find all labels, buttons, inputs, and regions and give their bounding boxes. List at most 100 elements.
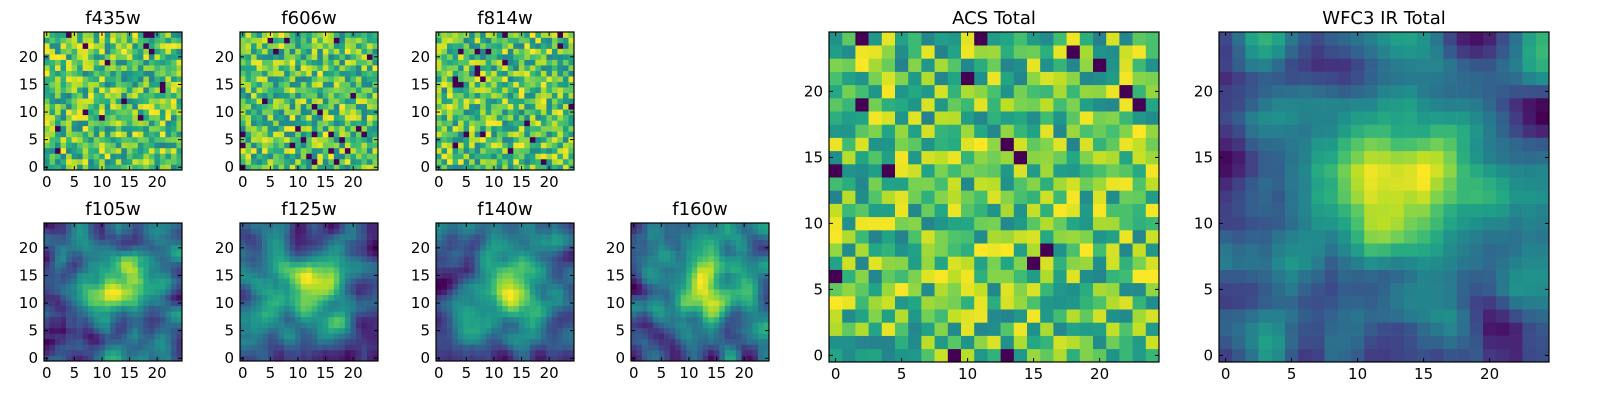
heatmap-cell <box>436 305 442 312</box>
heatmap-cell <box>251 131 257 138</box>
heatmap-cell <box>317 114 324 121</box>
heatmap-cell <box>306 164 313 171</box>
heatmap-cell <box>1027 164 1041 178</box>
heatmap-cell <box>447 228 453 235</box>
heatmap-cell <box>653 333 659 340</box>
heatmap-cell <box>653 349 659 356</box>
heatmap-cell <box>361 43 368 49</box>
heatmap-cell <box>306 92 313 99</box>
heatmap-cell <box>691 338 698 345</box>
heatmap-cell <box>546 48 553 55</box>
heatmap-cell <box>647 283 654 290</box>
heatmap-cell <box>518 103 525 110</box>
heatmap-cell <box>284 59 290 66</box>
heatmap-cell <box>562 37 569 44</box>
heatmap-cell <box>159 234 166 240</box>
heatmap-cell <box>502 223 509 229</box>
heatmap-cell <box>908 230 922 244</box>
heatmap-cell <box>631 305 637 312</box>
heatmap-cell <box>513 305 520 312</box>
heatmap-cell <box>289 142 296 149</box>
heatmap-cell <box>262 92 268 99</box>
heatmap-cell <box>895 164 909 178</box>
heatmap-cell <box>372 311 379 318</box>
heatmap-cell <box>132 250 139 257</box>
heatmap-cell <box>691 322 698 329</box>
heatmap-cell <box>474 109 481 116</box>
heatmap-cell <box>300 131 307 138</box>
heatmap-cell <box>165 98 172 105</box>
heatmap-cell <box>513 322 520 329</box>
heatmap-cell <box>60 349 67 356</box>
heatmap-cell <box>496 300 503 307</box>
heatmap-cell <box>132 300 139 307</box>
heatmap-cell <box>251 349 257 356</box>
heatmap-cell <box>458 239 464 246</box>
heatmap-cell <box>170 147 177 154</box>
heatmap-cell <box>328 272 335 279</box>
heatmap-cell <box>507 344 514 351</box>
heatmap-cell <box>77 355 83 362</box>
heatmap-cell <box>474 153 481 160</box>
heatmap-cell <box>1013 322 1028 336</box>
heatmap-cell <box>355 158 362 165</box>
heatmap-cell <box>344 333 351 340</box>
heatmap-cell <box>947 335 962 350</box>
heatmap-cell <box>452 344 459 351</box>
heatmap-cell <box>284 37 290 44</box>
heatmap-cell <box>251 316 257 323</box>
heatmap-cell <box>99 239 106 246</box>
heatmap-cell <box>240 349 246 356</box>
heatmap-cell <box>82 114 89 121</box>
heatmap-cell <box>245 65 252 71</box>
heatmap-cell <box>262 283 268 290</box>
heatmap-cell <box>947 282 962 297</box>
heatmap-cell <box>463 109 470 116</box>
heatmap-cell <box>55 355 61 362</box>
heatmap-cell <box>947 243 962 257</box>
heatmap-cell <box>868 177 883 191</box>
heatmap-cell <box>436 59 442 66</box>
heatmap-cell <box>306 32 313 38</box>
heatmap-cell <box>165 136 172 143</box>
heatmap-cell <box>251 239 257 246</box>
heatmap-cell <box>267 136 274 143</box>
heatmap-cell <box>474 70 481 77</box>
heatmap-cell <box>339 250 346 257</box>
heatmap-cell <box>691 272 698 279</box>
heatmap-cell <box>132 103 139 110</box>
heatmap-cell <box>524 65 531 71</box>
heatmap-cell <box>328 267 335 273</box>
heatmap-cell <box>289 87 296 94</box>
heatmap-cell <box>631 289 637 296</box>
heatmap-cell <box>328 70 335 77</box>
heatmap-cell <box>675 311 681 318</box>
heatmap-cell <box>322 136 329 143</box>
heatmap-cell <box>306 294 313 301</box>
heatmap-cell <box>697 333 704 340</box>
heatmap-cell <box>240 76 246 82</box>
heatmap-cell <box>653 305 659 312</box>
heatmap-cell <box>842 282 856 297</box>
heatmap-cell <box>99 87 106 94</box>
heatmap-cell <box>339 300 346 307</box>
heatmap-cell <box>372 322 379 329</box>
heatmap-cell <box>154 120 161 127</box>
heatmap-cell <box>974 203 988 218</box>
heatmap-cell <box>974 348 988 363</box>
heatmap-cell <box>355 87 362 94</box>
heatmap-cell <box>546 81 553 88</box>
heatmap-cell <box>642 272 648 279</box>
heatmap-cell <box>447 338 453 345</box>
heatmap-cell <box>328 300 335 307</box>
heatmap-cell <box>60 109 67 116</box>
heatmap-cell <box>322 289 329 296</box>
heatmap-cell <box>485 289 492 296</box>
heatmap-cell <box>546 311 553 318</box>
heatmap-cell <box>568 131 575 138</box>
heatmap-cell <box>568 65 575 71</box>
heatmap-cell <box>436 294 442 301</box>
heatmap-cell <box>251 283 257 290</box>
heatmap-cell <box>741 305 748 312</box>
heatmap-cell <box>485 120 492 127</box>
